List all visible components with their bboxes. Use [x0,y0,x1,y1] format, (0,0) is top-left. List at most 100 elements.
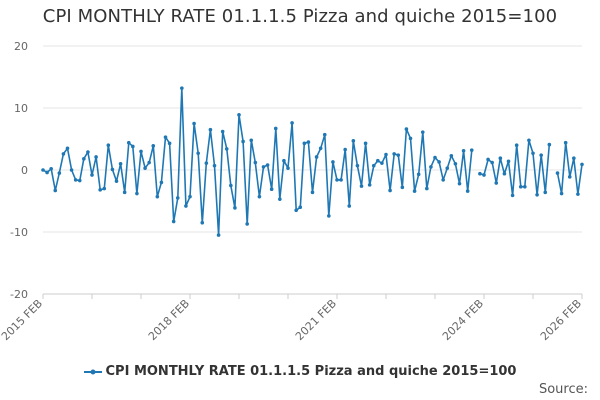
data-point[interactable] [306,140,311,144]
data-point[interactable] [49,166,53,171]
data-point[interactable] [139,149,143,154]
data-point[interactable] [453,162,458,166]
data-point[interactable] [555,171,560,175]
data-point[interactable] [249,138,254,143]
data-point[interactable] [196,151,200,156]
data-point[interactable] [384,152,388,157]
data-point[interactable] [392,152,396,156]
data-point[interactable] [114,179,119,183]
data-point[interactable] [82,157,86,161]
data-point[interactable] [147,160,151,165]
data-point[interactable] [457,181,462,186]
data-point[interactable] [331,160,335,164]
data-point[interactable] [286,166,290,170]
data-point[interactable] [237,113,241,117]
data-point[interactable] [155,194,160,199]
data-point[interactable] [523,184,527,189]
data-point[interactable] [518,184,523,189]
data-point[interactable] [339,178,343,182]
data-point[interactable] [478,171,482,176]
data-point[interactable] [388,188,392,193]
data-point[interactable] [514,143,519,147]
data-point[interactable] [175,196,180,200]
data-point[interactable] [45,170,49,175]
data-point[interactable] [376,158,380,163]
data-point[interactable] [102,186,107,191]
data-point[interactable] [253,160,258,165]
data-point[interactable] [559,191,564,196]
data-point[interactable] [171,219,176,224]
data-point[interactable] [65,146,70,151]
data-point[interactable] [163,135,168,139]
data-point[interactable] [498,156,503,161]
data-point[interactable] [449,153,454,158]
data-point[interactable] [265,163,270,167]
data-point[interactable] [437,160,441,164]
data-point[interactable] [151,144,156,148]
data-point[interactable] [510,193,515,198]
data-point[interactable] [547,142,552,147]
data-point[interactable] [433,155,437,160]
data-point[interactable] [216,233,221,237]
data-point[interactable] [118,162,123,166]
data-point[interactable] [126,140,131,145]
data-point[interactable] [90,173,94,177]
data-point[interactable] [41,168,45,172]
data-point[interactable] [359,184,364,188]
data-point[interactable] [535,193,539,197]
data-point[interactable] [380,161,384,165]
data-point[interactable] [261,165,266,169]
data-point[interactable] [490,160,494,165]
data-point[interactable] [192,121,196,126]
data-point[interactable] [408,136,413,141]
data-point[interactable] [122,190,127,195]
data-point[interactable] [57,171,62,175]
data-point[interactable] [188,194,192,199]
data-point[interactable] [290,121,294,125]
data-point[interactable] [327,214,331,218]
data-point[interactable] [580,162,584,167]
data-point[interactable] [77,178,82,183]
data-point[interactable] [94,155,98,159]
data-point[interactable] [543,190,548,195]
data-point[interactable] [445,166,450,170]
data-point[interactable] [465,189,470,193]
data-point[interactable] [404,127,409,131]
data-point[interactable] [53,188,58,193]
data-point[interactable] [257,194,262,199]
data-point[interactable] [416,172,421,177]
data-point[interactable] [200,220,205,225]
data-point[interactable] [204,161,209,165]
data-point[interactable] [110,167,115,172]
data-point[interactable] [506,159,511,164]
data-point[interactable] [310,190,315,195]
data-point[interactable] [131,144,135,149]
data-point[interactable] [220,129,225,134]
data-point[interactable] [282,158,286,163]
data-point[interactable] [314,155,319,159]
data-point[interactable] [159,180,164,185]
data-point[interactable] [318,146,323,151]
data-point[interactable] [184,204,188,208]
data-point[interactable] [396,153,401,157]
data-point[interactable] [347,204,352,208]
data-point[interactable] [322,132,327,137]
data-point[interactable] [269,187,274,192]
data-point[interactable] [245,222,249,226]
data-point[interactable] [351,139,356,143]
data-point[interactable] [86,150,90,154]
data-point[interactable] [106,143,111,147]
data-point[interactable] [363,141,368,146]
chart-legend[interactable]: CPI MONTHLY RATE 01.1.1.5 Pizza and quic… [0,364,600,379]
data-point[interactable] [563,140,568,145]
data-point[interactable] [61,152,66,156]
data-point[interactable] [539,153,543,157]
data-point[interactable] [527,138,531,143]
data-point[interactable] [143,166,147,170]
data-point[interactable] [294,208,298,213]
data-point[interactable] [486,157,490,162]
data-point[interactable] [572,156,576,161]
data-point[interactable] [212,163,217,168]
data-point[interactable] [482,173,486,177]
data-point[interactable] [298,205,303,209]
